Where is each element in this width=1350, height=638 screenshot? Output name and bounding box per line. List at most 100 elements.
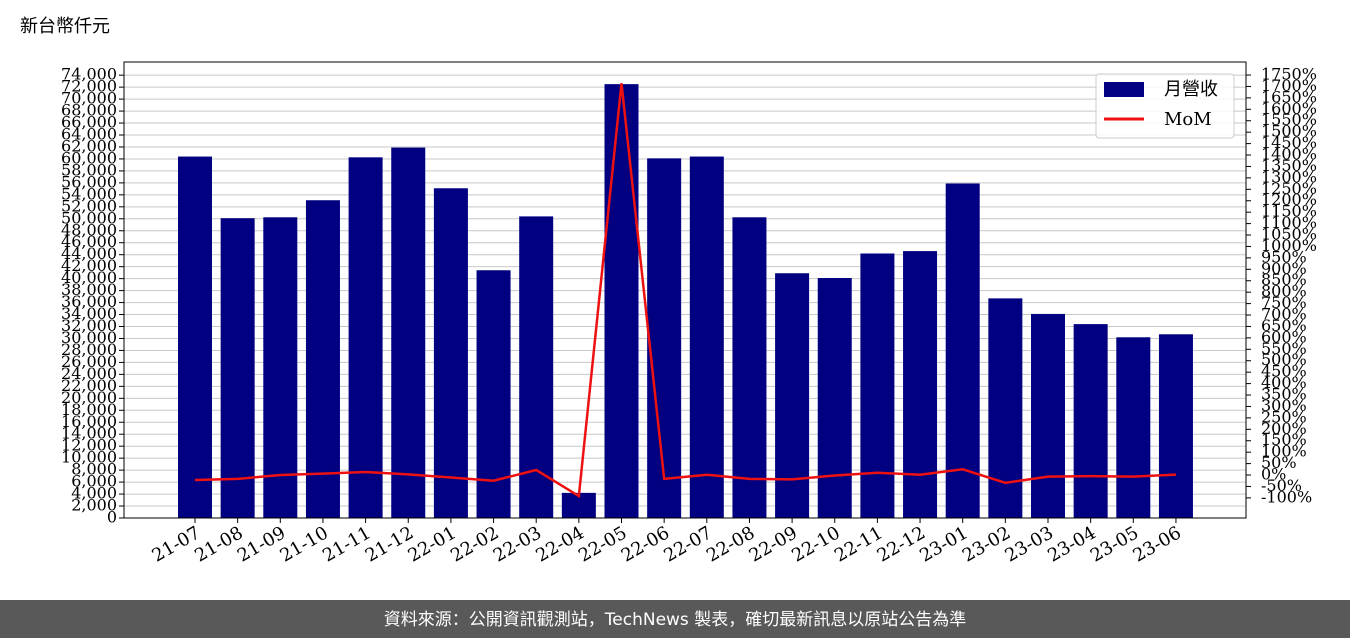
y-tick-label: 66,000 [61,113,117,132]
y2-tick-label: 150% [1261,430,1307,449]
y2-tick-label: 950% [1261,247,1307,266]
y-tick-label: 68,000 [61,101,117,120]
y2-tick-label: 1250% [1261,179,1317,198]
y2-tick-label: 400% [1261,373,1307,392]
legend-swatch [1104,82,1144,97]
x-tick-label: 23-03 [1002,522,1057,566]
y2-tick-label: 550% [1261,339,1307,358]
x-tick-label: 21-12 [362,522,417,566]
x-tick-label: 21-09 [234,522,289,566]
y-tick-label: 8,000 [71,460,117,479]
x-tick-label: 21-11 [319,522,374,566]
x-tick-label: 21-08 [191,522,246,566]
y2-tick-label: 800% [1261,282,1307,301]
y-tick-label: 40,000 [61,268,117,287]
y2-tick-label: 0% [1261,465,1286,484]
y-tick-label: 12,000 [61,436,117,455]
x-tick-label: 22-05 [575,522,630,566]
y2-tick-label: 600% [1261,327,1307,346]
y-tick-label: 36,000 [61,292,117,311]
bar [689,156,724,518]
y-tick-label: 48,000 [61,220,117,239]
y2-tick-label: 100% [1261,442,1307,461]
y-tick-label: 44,000 [61,244,117,263]
bar [519,216,554,518]
y2-tick-label: 1650% [1261,87,1317,106]
bar [1116,337,1151,518]
x-tick-label: 22-07 [660,522,715,566]
y2-tick-label: 1000% [1261,236,1317,255]
y-tick-label: 46,000 [61,232,117,251]
y-tick-label: 26,000 [61,352,117,371]
x-tick-label: 22-03 [490,522,545,566]
y2-tick-label: 1700% [1261,76,1317,95]
bar [945,183,980,518]
y2-tick-label: 350% [1261,385,1307,404]
plot-frame [123,61,1247,519]
y-tick-label: 14,000 [61,424,117,443]
y2-tick-label: 1200% [1261,190,1317,209]
bar [178,156,212,518]
y-tick-label: 74,000 [61,65,117,84]
bar [433,188,468,519]
bar [305,200,340,519]
footer-bar [0,600,1350,638]
bar [732,217,767,519]
bar [775,273,810,518]
bar [1073,324,1108,518]
x-tick-label: 21-10 [277,522,332,566]
x-tick-label: 22-02 [447,522,502,566]
x-tick-label: 23-02 [959,522,1014,566]
legend-label: 月營收 [1164,79,1218,100]
footer-text: 資料來源：公開資訊觀測站，TechNews 製表，確切最新訊息以原站公告為準 [384,610,966,630]
bar [860,253,895,518]
x-tick-label: 22-04 [532,522,587,566]
y-tick-label: 32,000 [61,316,117,335]
bar [647,158,682,519]
y2-tick-label: 450% [1261,362,1307,381]
x-tick-label: 23-01 [916,522,971,566]
bar [1031,313,1065,518]
y-tick-label: 28,000 [61,340,117,359]
y-tick-label: 16,000 [61,412,117,431]
x-tick-label: 23-06 [1130,522,1185,566]
x-tick-label: 23-04 [1044,522,1099,566]
y-tick-label: 34,000 [61,304,117,323]
x-tick-label: 22-08 [703,522,758,566]
y-tick-label: 72,000 [61,77,117,96]
bar [1158,334,1193,518]
bar [604,84,639,519]
y2-tick-label: -100% [1261,487,1312,506]
y2-tick-label: 850% [1261,270,1307,289]
x-tick-label: 22-12 [874,522,929,566]
y-tick-label: 30,000 [61,328,117,347]
x-tick-label: 22-10 [788,522,843,566]
bar [903,251,938,518]
y2-tick-label: 1750% [1261,65,1317,84]
y-tick-label: 62,000 [61,136,117,155]
y-tick-label: 24,000 [61,364,117,383]
y2-tick-label: 1050% [1261,225,1317,244]
y-tick-label: 22,000 [61,376,117,395]
legend-label: MoM [1164,109,1212,130]
y2-tick-label: 1300% [1261,167,1317,186]
y2-tick-label: 1150% [1261,202,1317,221]
y2-tick-label: 700% [1261,305,1307,324]
y-tick-label: 10,000 [61,448,117,467]
y2-tick-label: 1100% [1261,213,1317,232]
y2-tick-label: 300% [1261,396,1307,415]
y-tick-label: 50,000 [61,208,117,227]
y2-tick-label: 1400% [1261,145,1317,164]
x-tick-label: 23-05 [1087,522,1142,566]
y-tick-label: 6,000 [71,472,117,491]
y2-tick-label: 1450% [1261,133,1317,152]
y-tick-label: 60,000 [61,148,117,167]
y-tick-label: 2,000 [71,496,117,515]
y2-tick-label: 900% [1261,259,1307,278]
y-tick-label: 54,000 [61,184,117,203]
y-tick-label: 4,000 [71,484,117,503]
y-tick-label: 0 [107,508,117,527]
x-tick-label: 22-06 [618,522,673,566]
y-tick-label: 52,000 [61,196,117,215]
